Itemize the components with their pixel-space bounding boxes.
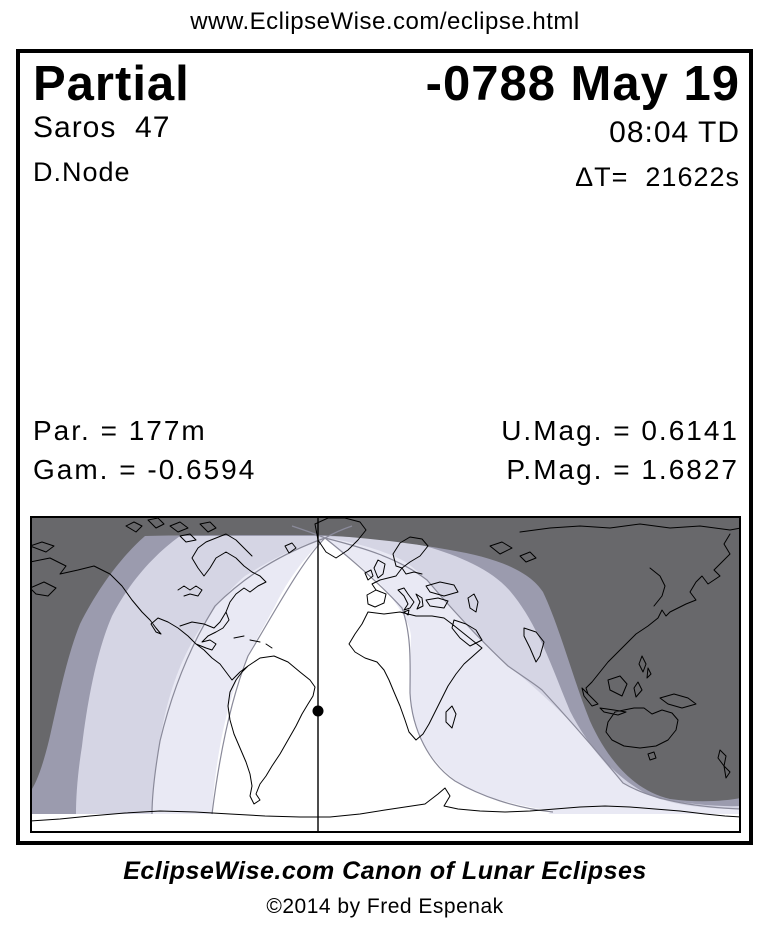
sublunar-point-dot: [312, 705, 324, 717]
antarctica-coastline: [30, 787, 741, 822]
continents-coastlines: [30, 517, 741, 805]
map-border: [30, 516, 741, 833]
visibility-map: [30, 516, 741, 833]
eclipse-date-label: -0788 May 19: [425, 57, 740, 111]
delta-t-label: ΔT= 21622s: [575, 162, 740, 192]
map-zone-not-visible: [30, 516, 741, 802]
time-label: 08:04 TD: [609, 116, 740, 149]
footer-copyright: ©2014 by Fred Espenak: [266, 895, 504, 918]
source-url-text: www.EclipseWise.com/eclipse.html: [190, 8, 580, 35]
eclipse-type-label: Partial: [33, 57, 190, 111]
node-label: D.Node: [33, 157, 131, 187]
umbral-magnitude-stat: U.Mag. = 0.6141: [501, 415, 739, 446]
footer-title: EclipseWise.com Canon of Lunar Eclipses: [123, 857, 647, 885]
partial-duration-stat: Par. = 177m: [33, 415, 207, 446]
map-zone-visible: [212, 538, 553, 814]
gamma-stat: Gam. = -0.6594: [33, 454, 257, 485]
penumbral-magnitude-stat: P.Mag. = 1.6827: [506, 454, 739, 485]
saros-label: Saros 47: [33, 111, 171, 144]
